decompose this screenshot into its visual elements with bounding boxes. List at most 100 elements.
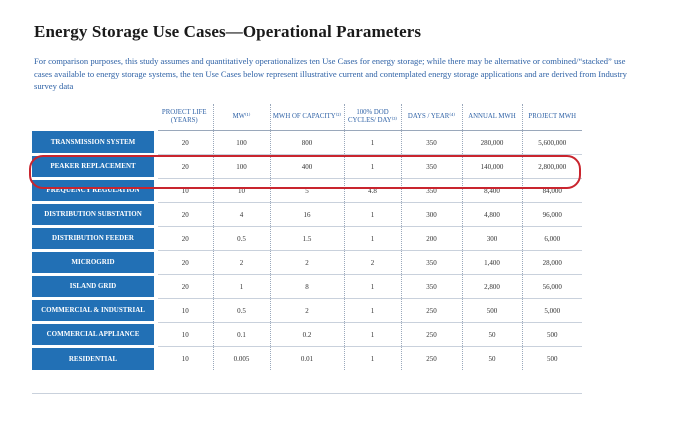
cell-dod-cycles: 4.8 <box>344 178 402 203</box>
cell-mw: 1 <box>213 274 271 299</box>
table-row: Commercial & Industrial 10 0.5 2 1 250 5… <box>32 297 582 323</box>
table-row: Residential 10 0.005 0.01 1 250 50 500 <box>32 345 582 370</box>
header-dod-cycles: 100% DoD Cycles/ Day⁽³⁾ <box>344 104 402 131</box>
cell-mwh-capacity: 8 <box>270 274 345 299</box>
table-row: Distribution Feeder 20 0.5 1.5 1 200 300… <box>32 225 582 251</box>
cell-project-mwh: 28,000 <box>522 250 582 275</box>
cell-dod-cycles: 2 <box>344 250 402 275</box>
cell-days-year: 350 <box>401 250 463 275</box>
intro-paragraph: For comparison purposes, this study assu… <box>34 56 627 91</box>
cell-project-life: 10 <box>156 346 214 370</box>
cell-project-mwh: 96,000 <box>522 202 582 227</box>
cell-mwh-capacity: 0.01 <box>270 346 345 370</box>
cell-project-mwh: 500 <box>522 346 582 370</box>
cell-days-year: 350 <box>401 274 463 299</box>
cell-mwh-capacity: 800 <box>270 130 345 155</box>
cell-days-year: 350 <box>401 178 463 203</box>
cell-project-life: 20 <box>156 226 214 251</box>
cell-mw: 100 <box>213 130 271 155</box>
cell-project-mwh: 6,000 <box>522 226 582 251</box>
cell-dod-cycles: 1 <box>344 226 402 251</box>
cell-mwh-capacity: 5 <box>270 178 345 203</box>
cell-annual-mwh: 50 <box>462 346 523 370</box>
header-project-mwh: Project MWh <box>528 112 577 120</box>
header-blank <box>32 104 156 131</box>
table-row: Commercial Appliance 10 0.1 0.2 1 250 50… <box>32 321 582 347</box>
cell-project-life: 10 <box>156 298 214 323</box>
cell-dod-cycles: 1 <box>344 202 402 227</box>
cell-annual-mwh: 300 <box>462 226 523 251</box>
table-row: Transmission System 20 100 800 1 350 280… <box>32 130 582 155</box>
cell-days-year: 350 <box>401 154 463 179</box>
table-row: Peaker Replacement 20 100 400 1 350 140,… <box>32 153 582 179</box>
cell-days-year: 300 <box>401 202 463 227</box>
cell-project-mwh: 2,800,000 <box>522 154 582 179</box>
cell-project-mwh: 5,600,000 <box>522 130 582 155</box>
header-annual-mwh: Annual MWh <box>462 104 523 131</box>
cell-mwh-capacity: 2 <box>270 298 345 323</box>
cell-mwh-capacity: 0.2 <box>270 322 345 347</box>
use-case-label: Peaker Replacement <box>32 153 158 179</box>
use-case-label: Transmission System <box>32 130 158 155</box>
use-case-label: Distribution Feeder <box>32 225 158 251</box>
table-row: Microgrid 20 2 2 2 350 1,400 28,000 <box>32 249 582 275</box>
cell-mw: 0.005 <box>213 346 271 370</box>
cell-days-year: 250 <box>401 322 463 347</box>
cell-annual-mwh: 140,000 <box>462 154 523 179</box>
cell-mw: 0.5 <box>213 226 271 251</box>
use-case-label: Residential <box>32 345 158 370</box>
cell-mw: 2 <box>213 250 271 275</box>
header-mw: MW⁽¹⁾ <box>213 104 271 131</box>
cell-project-life: 10 <box>156 322 214 347</box>
use-case-label: Distribution Substation <box>32 201 158 227</box>
header-mwh-capacity: MWh of Capacity⁽²⁾ <box>270 104 345 131</box>
use-case-label: Island Grid <box>32 273 158 299</box>
page-title: Energy Storage Use Cases—Operational Par… <box>34 22 422 41</box>
cell-project-mwh: 56,000 <box>522 274 582 299</box>
cell-mw: 0.1 <box>213 322 271 347</box>
cell-project-life: 20 <box>156 202 214 227</box>
use-case-label: Frequency Regulation <box>32 177 158 203</box>
cell-mwh-capacity: 400 <box>270 154 345 179</box>
cell-mw: 4 <box>213 202 271 227</box>
header-days-year: Days / Year⁽⁴⁾ <box>401 104 463 131</box>
cell-annual-mwh: 500 <box>462 298 523 323</box>
cell-project-mwh: 500 <box>522 322 582 347</box>
cell-days-year: 350 <box>401 130 463 155</box>
cell-annual-mwh: 4,800 <box>462 202 523 227</box>
cell-project-mwh: 84,000 <box>522 178 582 203</box>
cell-mw: 0.5 <box>213 298 271 323</box>
cell-days-year: 200 <box>401 226 463 251</box>
use-case-table-container: Project Life (Years) MW⁽¹⁾ MWh of Capaci… <box>32 104 582 370</box>
cell-mw: 100 <box>213 154 271 179</box>
cell-project-life: 20 <box>156 274 214 299</box>
cell-dod-cycles: 1 <box>344 322 402 347</box>
cell-mwh-capacity: 16 <box>270 202 345 227</box>
use-case-label: Microgrid <box>32 249 158 275</box>
cell-dod-cycles: 1 <box>344 130 402 155</box>
cell-annual-mwh: 1,400 <box>462 250 523 275</box>
cell-project-life: 20 <box>156 250 214 275</box>
cell-project-mwh: 5,000 <box>522 298 582 323</box>
table-body: Transmission System 20 100 800 1 350 280… <box>32 130 582 370</box>
cell-annual-mwh: 8,400 <box>462 178 523 203</box>
cell-mw: 10 <box>213 178 271 203</box>
cell-days-year: 250 <box>401 298 463 323</box>
table-header-row: Project Life (Years) MW⁽¹⁾ MWh of Capaci… <box>32 104 582 131</box>
cell-annual-mwh: 280,000 <box>462 130 523 155</box>
table-row: Distribution Substation 20 4 16 1 300 4,… <box>32 201 582 227</box>
cell-dod-cycles: 1 <box>344 298 402 323</box>
cell-project-life: 20 <box>156 154 214 179</box>
table-row: Island Grid 20 1 8 1 350 2,800 56,000 <box>32 273 582 299</box>
use-case-table: Project Life (Years) MW⁽¹⁾ MWh of Capaci… <box>32 104 582 370</box>
use-case-label: Commercial Appliance <box>32 321 158 347</box>
cell-project-life: 20 <box>156 130 214 155</box>
cell-project-life: 10 <box>156 178 214 203</box>
table-row: Frequency Regulation 10 10 5 4.8 350 8,4… <box>32 177 582 203</box>
use-case-label: Commercial & Industrial <box>32 297 158 323</box>
header-project-life: Project Life (Years) <box>156 104 214 131</box>
cell-mwh-capacity: 2 <box>270 250 345 275</box>
table-bottom-rule <box>32 393 582 394</box>
cell-annual-mwh: 50 <box>462 322 523 347</box>
cell-dod-cycles: 1 <box>344 154 402 179</box>
